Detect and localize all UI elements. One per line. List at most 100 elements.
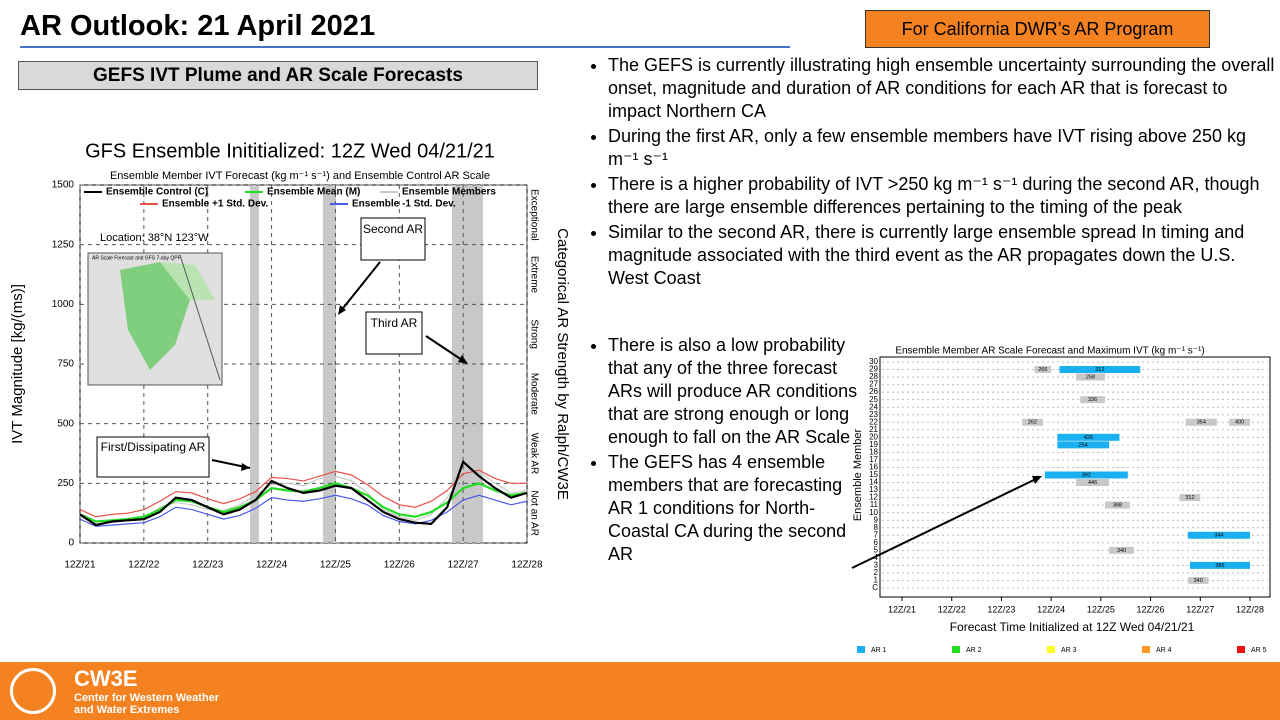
legend-swatch [1142, 646, 1150, 653]
legend-label: Ensemble Control (C) [106, 187, 208, 198]
y-tick-label: 10 [869, 508, 878, 517]
y2-category: Moderate [528, 373, 539, 416]
y2-axis-label: Categorical AR Strength by Ralph/CW3E [554, 228, 571, 500]
bullet: The GEFS is currently illustrating high … [608, 54, 1278, 123]
bar-label: 340 [1117, 548, 1126, 554]
location: Location: 38°N 123°W [100, 232, 209, 244]
annotation-box [360, 217, 426, 261]
y-axis-label: IVT Magnitude [kg/(ms)] [9, 284, 26, 444]
y-tick-label: 24 [869, 402, 878, 411]
bullet: There is also a low probability that any… [608, 334, 870, 449]
y-tick-label: 14 [869, 478, 878, 487]
y-tick-label: 3 [874, 561, 879, 570]
annotation-box [365, 311, 423, 355]
arrow [339, 261, 381, 313]
annotation: First/Dissipating AR [100, 440, 206, 454]
y-tick-label: 30 [869, 357, 878, 366]
legend-label: AR 1 [871, 647, 887, 654]
annotation: Second AR [363, 222, 423, 236]
bullet-list: The GEFS is currently illustrating high … [578, 54, 1278, 292]
x-tick-label: 12Z/24 [256, 560, 288, 571]
y-tick-label: 0 [68, 538, 74, 549]
x-axis-label: Forecast Time Initialized at 12Z Wed 04/… [950, 620, 1195, 634]
bullet: During the first AR, only a few ensemble… [608, 125, 1278, 171]
slide-title: AR Outlook: 21 April 2021 [20, 10, 376, 42]
y-tick-label: 250 [57, 478, 74, 489]
x-tick-label: 12Z/23 [987, 604, 1015, 614]
y2-category: Weak AR [528, 433, 539, 475]
y-axis-label: Ensemble Member [852, 429, 864, 522]
x-tick-label: 12Z/28 [1236, 604, 1264, 614]
bar-label: 262 [1028, 420, 1037, 426]
y-tick-label: 13 [869, 485, 878, 494]
bar-label: 392 [1082, 472, 1091, 478]
ar-bar [1187, 576, 1209, 584]
series-line [79, 459, 528, 527]
bullet: The GEFS has 4 ensemble members that are… [608, 451, 870, 566]
y-tick-label: 2 [874, 568, 879, 577]
series-line [79, 469, 527, 518]
bar-label: 400 [1235, 420, 1244, 426]
legend-label: Ensemble Mean (M) [267, 187, 360, 198]
y-tick-label: 22 [869, 417, 878, 426]
annotation-box [96, 436, 210, 478]
ar-bar [1080, 396, 1105, 404]
bar-label: 266 [1038, 367, 1047, 373]
y-tick-label: 16 [869, 463, 878, 472]
plume-chart: GFS Ensemble Inititialized: 12Z Wed 04/2… [9, 140, 571, 571]
x-tick-label: 12Z/27 [448, 560, 480, 571]
ar-bar [1022, 418, 1043, 426]
legend-label: AR 3 [1061, 647, 1077, 654]
arrow-layer [851, 476, 1042, 569]
legend-label: Ensemble Members [402, 187, 496, 198]
footer: CW3E Center for Western Weather and Wate… [0, 662, 1280, 720]
y-tick-label: 28 [869, 372, 878, 381]
y2-category: Exceptional [528, 189, 539, 241]
y-tick-label: 5 [874, 545, 879, 554]
y-tick-label: 7 [874, 530, 879, 539]
annotation-text: Third AR [370, 316, 418, 330]
series-line [79, 482, 528, 523]
x-tick-label: 12Z/26 [1137, 604, 1165, 614]
y-tick-label: 26 [869, 387, 878, 396]
y-tick-label: 11 [870, 500, 879, 509]
annotation-text: First/Dissipating AR [100, 440, 206, 454]
x-tick-label: 12Z/22 [128, 560, 160, 571]
org-name: Center for Western Weather and Water Ext… [74, 692, 220, 716]
legend-swatch [1237, 646, 1245, 653]
legend-swatch [1047, 646, 1055, 653]
ar-scale-chart: Ensemble Member AR Scale Forecast and Ma… [852, 346, 1271, 654]
y-tick-label: 8 [874, 523, 879, 532]
y2-category: Strong [528, 319, 539, 348]
x-tick-label: 12Z/27 [1186, 604, 1214, 614]
logo-text: CW3E [74, 666, 138, 691]
y-tick-label: 1000 [52, 299, 75, 310]
y2-category: Extreme [528, 256, 539, 294]
bar-label: 340 [1194, 578, 1203, 584]
y-tick-label: 1250 [52, 239, 75, 250]
x-tick-label: 12Z/25 [320, 560, 352, 571]
arrow-head [458, 355, 468, 364]
ar-bar [1076, 479, 1110, 487]
y-tick-label: 4 [874, 553, 879, 562]
ar-bar [1189, 561, 1250, 569]
series-line [79, 494, 528, 527]
y-tick-label: 23 [869, 410, 878, 419]
bar-label: 426 [1084, 435, 1093, 441]
bar-label: 354 [1197, 420, 1206, 426]
legend-label: Ensemble +1 Std. Dev. [162, 199, 268, 210]
arrow [851, 477, 1039, 569]
y-tick-label: 17 [869, 455, 878, 464]
ar-bar [1229, 418, 1250, 426]
y-tick-label: 18 [869, 448, 878, 457]
bar-label: 312 [1095, 367, 1104, 373]
y-tick-label: 750 [57, 359, 74, 370]
ar-bar [1187, 531, 1250, 539]
arrow [425, 335, 466, 363]
ar-period [250, 185, 259, 543]
x-tick-label: 12Z/24 [1037, 604, 1065, 614]
section-subtitle: GEFS IVT Plume and AR Scale Forecasts [18, 61, 538, 90]
y-tick-label: 6 [874, 538, 879, 547]
inset-border [179, 254, 221, 381]
x-tick-label: 12Z/25 [1087, 604, 1115, 614]
